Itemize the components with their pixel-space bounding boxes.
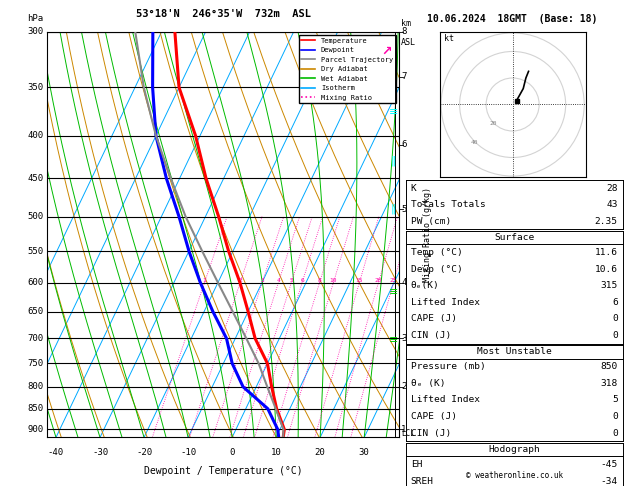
Text: 450: 450 (28, 174, 43, 183)
Text: CIN (J): CIN (J) (411, 331, 451, 340)
Text: 500: 500 (28, 212, 43, 221)
Text: 650: 650 (28, 307, 43, 316)
Text: 10: 10 (270, 448, 282, 456)
Text: 3: 3 (260, 278, 264, 282)
Text: 10.06.2024  18GMT  (Base: 18): 10.06.2024 18GMT (Base: 18) (428, 14, 598, 24)
Text: CAPE (J): CAPE (J) (411, 412, 457, 421)
Text: Totals Totals: Totals Totals (411, 200, 486, 209)
Text: 10.6: 10.6 (594, 265, 618, 274)
Text: 900: 900 (28, 425, 43, 434)
Text: -34: -34 (601, 477, 618, 486)
Text: km: km (401, 18, 411, 28)
Text: 1: 1 (401, 425, 406, 434)
Text: 6: 6 (300, 278, 304, 282)
Text: 2.35: 2.35 (594, 217, 618, 226)
Text: 318: 318 (601, 379, 618, 388)
Text: -20: -20 (136, 448, 152, 456)
Text: CIN (J): CIN (J) (411, 429, 451, 437)
Text: 600: 600 (28, 278, 43, 287)
Text: Lifted Index: Lifted Index (411, 298, 480, 307)
Text: LCL: LCL (401, 429, 415, 438)
Text: Hodograph: Hodograph (488, 445, 540, 454)
Text: 700: 700 (28, 334, 43, 343)
Text: ≡: ≡ (389, 107, 398, 117)
Text: Mixing Ratio (g/kg): Mixing Ratio (g/kg) (423, 187, 432, 282)
Text: -30: -30 (92, 448, 108, 456)
Text: -10: -10 (180, 448, 196, 456)
Text: Dewpoint / Temperature (°C): Dewpoint / Temperature (°C) (144, 466, 303, 476)
Text: 750: 750 (28, 359, 43, 368)
Text: 4: 4 (277, 278, 281, 282)
Text: 11.6: 11.6 (594, 248, 618, 257)
Text: Dewp (°C): Dewp (°C) (411, 265, 462, 274)
Legend: Temperature, Dewpoint, Parcel Trajectory, Dry Adiabat, Wet Adiabat, Isotherm, Mi: Temperature, Dewpoint, Parcel Trajectory… (299, 35, 396, 104)
Text: 8: 8 (318, 278, 321, 282)
Text: 0: 0 (612, 429, 618, 437)
Text: hPa: hPa (28, 15, 43, 23)
Text: 2: 2 (238, 278, 242, 282)
Text: -45: -45 (601, 460, 618, 469)
Text: 20: 20 (375, 278, 382, 282)
Text: 5: 5 (401, 205, 406, 214)
Text: PW (cm): PW (cm) (411, 217, 451, 226)
Text: 53°18'N  246°35'W  732m  ASL: 53°18'N 246°35'W 732m ASL (136, 9, 311, 19)
Text: Most Unstable: Most Unstable (477, 347, 552, 356)
Text: Surface: Surface (494, 233, 534, 242)
Text: 3: 3 (401, 334, 406, 343)
Text: 6: 6 (401, 140, 406, 149)
Text: 30: 30 (359, 448, 370, 456)
Text: θₑ(K): θₑ(K) (411, 281, 440, 290)
Text: 400: 400 (28, 131, 43, 140)
Text: 10: 10 (330, 278, 337, 282)
Text: 25: 25 (390, 278, 398, 282)
Text: 0: 0 (230, 448, 235, 456)
Text: θₑ (K): θₑ (K) (411, 379, 445, 388)
Text: © weatheronline.co.uk: © weatheronline.co.uk (465, 471, 563, 480)
Text: 300: 300 (28, 27, 43, 36)
Text: 15: 15 (355, 278, 363, 282)
Text: 350: 350 (28, 83, 43, 92)
Text: kt: kt (443, 34, 454, 43)
Text: ≡: ≡ (389, 335, 398, 345)
Text: 850: 850 (601, 363, 618, 371)
Text: 0: 0 (612, 412, 618, 421)
Text: Lifted Index: Lifted Index (411, 396, 480, 404)
Text: 550: 550 (28, 246, 43, 256)
Text: 0: 0 (612, 331, 618, 340)
Text: ASL: ASL (401, 38, 416, 47)
Text: 8: 8 (401, 27, 406, 36)
Text: 5: 5 (289, 278, 293, 282)
Text: ‖: ‖ (391, 155, 396, 166)
Text: 850: 850 (28, 404, 43, 413)
Text: 6: 6 (612, 298, 618, 307)
Text: CAPE (J): CAPE (J) (411, 314, 457, 323)
Text: SREH: SREH (411, 477, 434, 486)
Text: 43: 43 (606, 200, 618, 209)
Text: ≡: ≡ (389, 287, 398, 296)
Text: 1: 1 (203, 278, 206, 282)
Text: 40: 40 (470, 140, 478, 145)
Text: Pressure (mb): Pressure (mb) (411, 363, 486, 371)
Text: 5: 5 (612, 396, 618, 404)
Text: ↗: ↗ (381, 45, 392, 57)
Text: ‖: ‖ (391, 204, 396, 214)
Text: 20: 20 (314, 448, 326, 456)
Text: Temp (°C): Temp (°C) (411, 248, 462, 257)
Text: 20: 20 (490, 121, 498, 126)
Text: 800: 800 (28, 382, 43, 391)
Text: K: K (411, 184, 416, 192)
Text: 4: 4 (401, 278, 406, 287)
Text: 0: 0 (612, 314, 618, 323)
Text: -40: -40 (48, 448, 64, 456)
Text: 7: 7 (401, 72, 406, 82)
Text: 2: 2 (401, 382, 406, 391)
Text: 28: 28 (606, 184, 618, 192)
Text: 315: 315 (601, 281, 618, 290)
Text: EH: EH (411, 460, 422, 469)
